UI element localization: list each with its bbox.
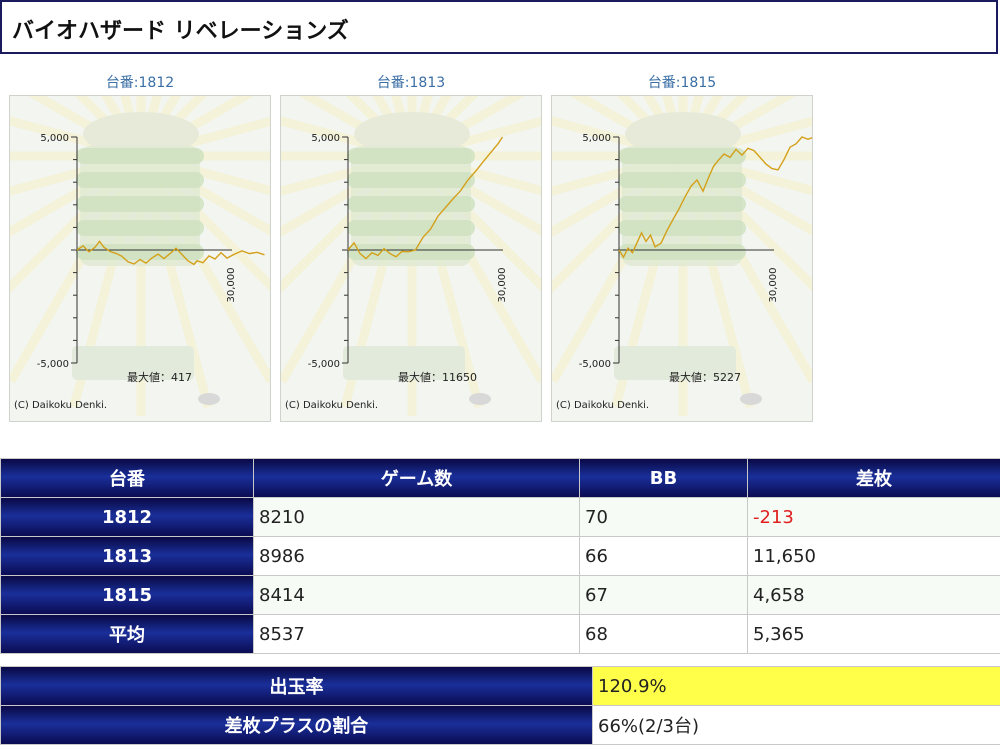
y-tick-label-top: 5,000 [582,133,611,144]
row-games: 8537 [253,614,580,654]
title-box: バイオハザード リベレーションズ [0,0,998,54]
row-bb: 66 [579,536,748,576]
header-machine-number: 台番 [0,458,254,498]
row-games: 8414 [253,575,580,615]
summary-row-plus: 差枚プラスの割合 66%(2/3台) [0,705,1000,745]
row-difference: 11,650 [747,536,1000,576]
copyright-label: (C) Daikoku Denki. [285,400,378,411]
decorative-tray [614,346,736,380]
header-games: ゲーム数 [253,458,580,498]
row-bb: 67 [579,575,748,615]
graph-panel-1815: 5,000 -5,000 30,000 最大値：5227 (C) Daikoku Den… [551,95,813,422]
max-value-label: 最大値：11650 [398,370,477,384]
max-value-label: 最大値：5227 [669,370,741,384]
table-row-average: 平均 8537 68 5,365 [0,614,1000,654]
plus-ratio-label: 差枚プラスの割合 [0,705,593,745]
table-header-row: 台番 ゲーム数 BB 差枚 [0,458,1000,498]
decorative-coin [740,393,762,405]
table-row: 1813 8986 66 11,650 [0,536,1000,576]
y-tick-label-bottom: -5,000 [37,359,69,370]
y-tick-label-bottom: -5,000 [579,359,611,370]
graph-label-1815: 台番:1815 [647,75,717,91]
y-tick-label-top: 5,000 [311,133,340,144]
decorative-crown [354,112,470,156]
decorative-tray [343,346,465,380]
row-bb: 70 [579,497,748,537]
series-line [618,136,812,259]
x-end-label: 30,000 [226,268,237,303]
decorative-coin [469,393,491,405]
y-tick-label-top: 5,000 [40,133,69,144]
row-bb: 68 [579,614,748,654]
graph-1815: 5,000 -5,000 30,000 最大値：5227 (C) Daikoku Den… [552,96,812,416]
plus-ratio-value: 66%(2/3台) [592,705,1000,745]
decorative-coin [198,393,220,405]
header-bb: BB [579,458,748,498]
graph-1813: 5,000 -5,000 30,000 最大値：11650 (C) Daikoku De… [281,96,541,416]
row-difference: 4,658 [747,575,1000,615]
graph-label-1812: 台番:1812 [105,75,175,91]
x-end-label: 30,000 [768,268,779,303]
row-games: 8210 [253,497,580,537]
row-machine-number: 1813 [0,536,254,576]
graph-panel-1812: 5,000 -5,000 30,000 最大値：417 (C) Daikoku Denk… [9,95,271,422]
row-average-label: 平均 [0,614,254,654]
max-value-label: 最大値：417 [127,370,192,384]
graph-1812: 5,000 -5,000 30,000 最大値：417 (C) Daikoku Denk… [10,96,270,416]
rate-value: 120.9% [592,666,1000,706]
copyright-label: (C) Daikoku Denki. [14,400,107,411]
graph-label-1813: 台番:1813 [376,75,446,91]
series-line [76,240,265,266]
row-machine-number: 1815 [0,575,254,615]
table-row: 1812 8210 70 -213 [0,497,1000,537]
row-machine-number: 1812 [0,497,254,537]
machine-table: 台番 ゲーム数 BB 差枚 1812 8210 70 -213 1813 898… [0,458,1000,654]
summary-row-rate: 出玉率 120.9% [0,666,1000,706]
summary-table: 出玉率 120.9% 差枚プラスの割合 66%(2/3台) [0,666,1000,745]
rate-label: 出玉率 [0,666,593,706]
decorative-tray [72,346,194,380]
row-difference: -213 [747,497,1000,537]
y-tick-label-bottom: -5,000 [308,359,340,370]
decorative-crown [83,112,199,156]
row-games: 8986 [253,536,580,576]
x-end-label: 30,000 [497,268,508,303]
header-difference: 差枚 [747,458,1000,498]
decorative-crown [625,112,741,156]
row-difference: 5,365 [747,614,1000,654]
copyright-label: (C) Daikoku Denki. [556,400,649,411]
graph-panel-1813: 5,000 -5,000 30,000 最大値：11650 (C) Daikoku De… [280,95,542,422]
page-title: バイオハザード リベレーションズ [12,19,349,44]
series-line [347,136,504,260]
table-row: 1815 8414 67 4,658 [0,575,1000,615]
